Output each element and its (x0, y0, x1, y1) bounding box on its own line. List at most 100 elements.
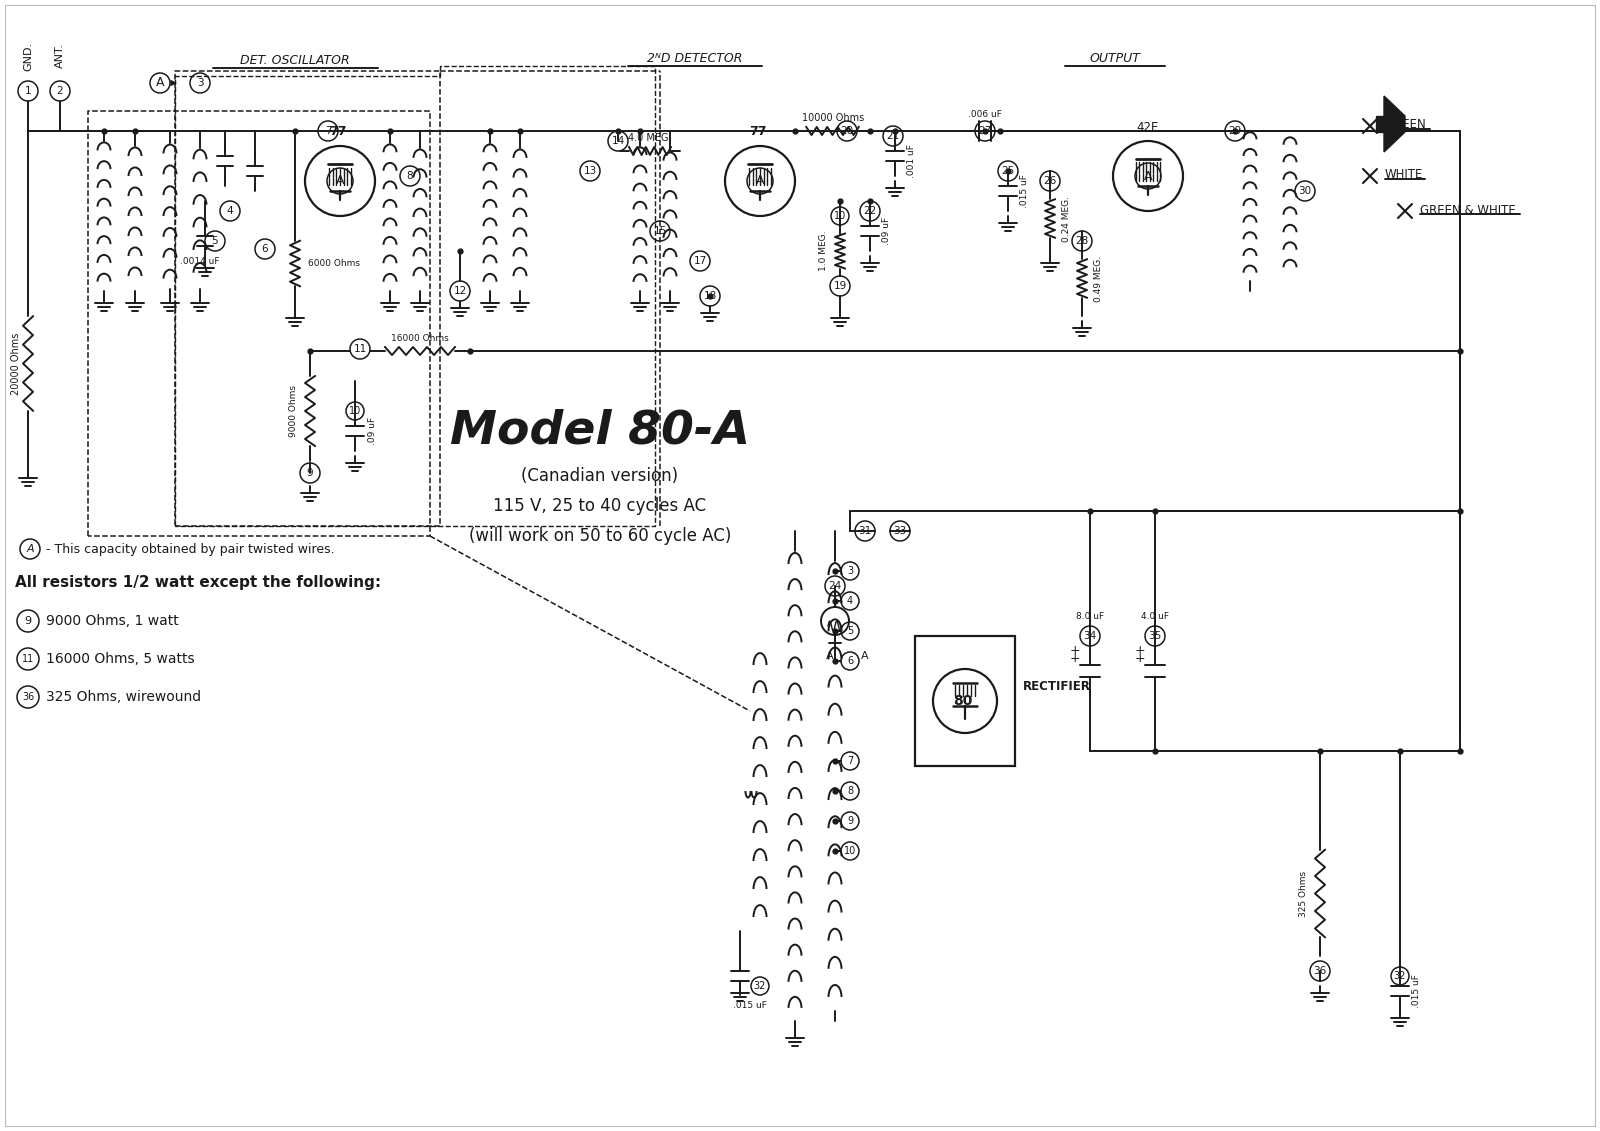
Text: 32: 32 (754, 981, 766, 991)
Text: A: A (26, 544, 34, 554)
Text: .09 uF: .09 uF (882, 217, 891, 245)
Text: 10000 Ohms: 10000 Ohms (802, 113, 864, 123)
Text: A: A (755, 174, 765, 188)
Text: .001 uF: .001 uF (907, 144, 915, 178)
Text: 8.0 uF: 8.0 uF (1075, 612, 1104, 621)
Text: 4.0 uF: 4.0 uF (1141, 612, 1170, 621)
Text: WHITE: WHITE (1386, 169, 1424, 181)
Text: 31: 31 (858, 526, 872, 536)
Text: .0014 uF: .0014 uF (181, 257, 219, 266)
Text: A: A (826, 651, 834, 661)
Text: 4.0 MEG.: 4.0 MEG. (629, 133, 672, 143)
Text: 12: 12 (453, 286, 467, 296)
Text: 9000 Ohms: 9000 Ohms (290, 385, 298, 437)
Text: OUTPUT: OUTPUT (1090, 52, 1141, 64)
Text: 77: 77 (330, 126, 347, 138)
Text: 8: 8 (846, 786, 853, 796)
Text: 0.49 MEG.: 0.49 MEG. (1094, 256, 1102, 302)
Text: GND.: GND. (22, 42, 34, 70)
Text: 19: 19 (834, 280, 846, 291)
Text: A: A (336, 174, 344, 188)
Text: A: A (861, 651, 869, 661)
Text: 29: 29 (1229, 126, 1242, 136)
Text: 3: 3 (197, 78, 203, 88)
Text: 33: 33 (893, 526, 907, 536)
Text: 15: 15 (653, 226, 667, 236)
Text: .015 uF: .015 uF (1413, 974, 1421, 1008)
Text: 34: 34 (1083, 631, 1096, 641)
Text: RECTIFIER: RECTIFIER (1022, 680, 1091, 692)
Text: 10: 10 (349, 406, 362, 416)
Text: (will work on 50 to 60 cycle AC): (will work on 50 to 60 cycle AC) (469, 527, 731, 545)
Text: 3: 3 (846, 566, 853, 576)
Text: 2: 2 (56, 86, 64, 96)
Text: 13: 13 (584, 166, 597, 176)
Text: 17: 17 (693, 256, 707, 266)
Text: 36: 36 (22, 692, 34, 702)
Text: 32: 32 (1394, 972, 1406, 981)
Text: - This capacity obtained by pair twisted wires.: - This capacity obtained by pair twisted… (46, 543, 334, 555)
Text: .015 uF: .015 uF (1021, 174, 1029, 208)
Text: +: + (1134, 651, 1146, 665)
Text: All resistors 1/2 watt except the following:: All resistors 1/2 watt except the follow… (14, 576, 381, 590)
Text: A: A (1144, 170, 1152, 182)
Text: 5: 5 (846, 625, 853, 636)
Text: 10: 10 (834, 211, 846, 221)
Text: 20000 Ohms: 20000 Ohms (11, 333, 21, 395)
Text: 0.24 MEG.: 0.24 MEG. (1062, 196, 1070, 242)
Text: 9: 9 (307, 468, 314, 478)
Text: 30: 30 (1299, 185, 1312, 196)
Text: GREEN: GREEN (1386, 119, 1426, 131)
Text: +: + (1134, 645, 1146, 657)
Text: 11: 11 (22, 654, 34, 664)
Text: 7: 7 (846, 756, 853, 766)
Polygon shape (1376, 116, 1384, 132)
Text: 36: 36 (1314, 966, 1326, 976)
Text: .09 uF: .09 uF (368, 417, 378, 446)
Text: 14: 14 (611, 136, 624, 146)
Text: 6: 6 (846, 656, 853, 666)
Text: 115 V, 25 to 40 cycles AC: 115 V, 25 to 40 cycles AC (493, 497, 707, 515)
Text: 1: 1 (24, 86, 32, 96)
Text: ANT.: ANT. (54, 43, 66, 69)
Polygon shape (1384, 96, 1405, 152)
Text: 1.0 MEG.: 1.0 MEG. (819, 231, 829, 271)
Text: 80: 80 (954, 694, 973, 708)
Text: 26: 26 (1043, 176, 1056, 185)
Text: 22: 22 (864, 206, 877, 216)
Text: 42E: 42E (1138, 121, 1158, 133)
Text: 16000 Ohms: 16000 Ohms (390, 334, 450, 343)
Text: 325 Ohms: 325 Ohms (1299, 871, 1309, 917)
Text: 325 Ohms, wirewound: 325 Ohms, wirewound (46, 690, 202, 703)
Text: 10: 10 (843, 846, 856, 856)
Text: 9000 Ohms, 1 watt: 9000 Ohms, 1 watt (46, 614, 179, 628)
Text: +: + (1070, 645, 1080, 657)
Text: 6: 6 (262, 244, 269, 254)
Text: 25: 25 (1002, 166, 1014, 176)
Text: 16000 Ohms, 5 watts: 16000 Ohms, 5 watts (46, 651, 195, 666)
Text: 7: 7 (325, 126, 331, 136)
Text: Model 80-A: Model 80-A (450, 408, 750, 454)
Text: 77: 77 (749, 126, 766, 138)
Text: .006 uF: .006 uF (968, 110, 1002, 119)
Text: 27: 27 (978, 126, 992, 136)
Text: 24: 24 (829, 581, 842, 592)
Text: 5: 5 (211, 236, 218, 247)
Text: .015 uF: .015 uF (733, 1001, 766, 1010)
Text: GREEN & WHITE: GREEN & WHITE (1421, 204, 1515, 216)
Text: 2ᴺD DETECTOR: 2ᴺD DETECTOR (648, 52, 742, 64)
Text: (Canadian version): (Canadian version) (522, 467, 678, 485)
Text: 6000 Ohms: 6000 Ohms (307, 259, 360, 268)
Text: +: + (1070, 651, 1080, 665)
Text: 9: 9 (24, 616, 32, 625)
Text: 35: 35 (1149, 631, 1162, 641)
Text: 4: 4 (227, 206, 234, 216)
Text: 8: 8 (406, 171, 413, 181)
Text: 18: 18 (704, 291, 717, 301)
Text: DET. OSCILLATOR: DET. OSCILLATOR (240, 54, 350, 68)
Text: A: A (155, 77, 165, 89)
Text: 28: 28 (1075, 236, 1088, 247)
Text: 21: 21 (886, 131, 899, 141)
Text: 11: 11 (354, 344, 366, 354)
Text: 9: 9 (846, 815, 853, 826)
